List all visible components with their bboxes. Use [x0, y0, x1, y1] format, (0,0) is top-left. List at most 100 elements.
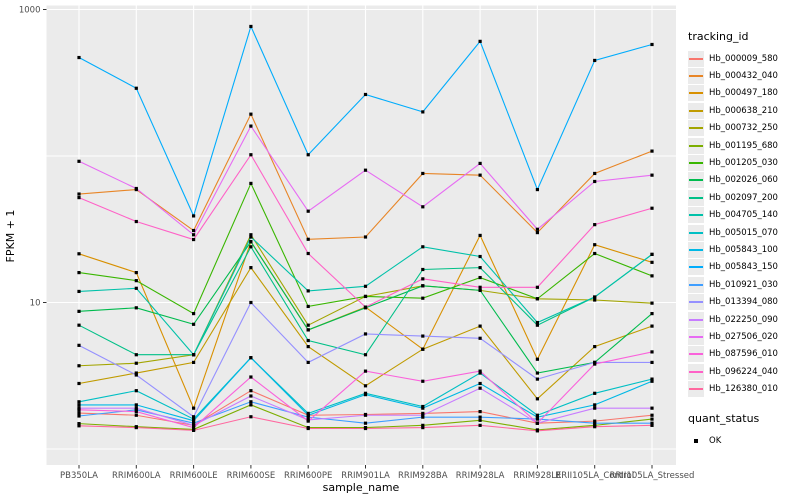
data-point: [249, 240, 253, 244]
data-point: [77, 364, 81, 368]
data-point: [650, 42, 654, 47]
data-point: [478, 275, 482, 280]
legend-item-Hb_005015_070: Hb_005015_070: [688, 224, 800, 241]
data-point: [249, 124, 253, 128]
data-point: [478, 371, 482, 375]
data-point: [134, 219, 138, 224]
data-point: [650, 274, 654, 278]
data-point: [535, 415, 539, 419]
quant-status-key: [688, 432, 704, 449]
legend-line-swatch: [689, 335, 703, 338]
data-point: [421, 423, 425, 427]
data-point: [306, 415, 310, 419]
legend-key-swatch: [688, 224, 704, 241]
data-point: [192, 417, 196, 421]
data-point: [192, 419, 196, 423]
legend-line-swatch: [689, 283, 703, 286]
data-point: [249, 153, 253, 157]
legend-line-swatch: [689, 318, 703, 321]
data-point: [249, 181, 253, 186]
x-tick-label: RRIM928BA: [398, 471, 448, 481]
legend: tracking_id Hb_000009_580 Hb_000432_040 Hb…: [688, 30, 800, 449]
data-point: [650, 301, 654, 305]
data-point: [134, 353, 138, 357]
axis-ticks: [43, 9, 653, 469]
legend-key-swatch: [688, 155, 704, 172]
data-point: [134, 286, 138, 290]
data-point: [306, 360, 310, 365]
data-point: [421, 425, 425, 430]
data-point: [363, 168, 368, 172]
data-point: [363, 421, 368, 425]
legend-item-label: Hb_027506_020: [709, 331, 778, 342]
legend-item-label: Hb_005015_070: [709, 227, 778, 238]
data-point: [363, 384, 368, 388]
legend-line-swatch: [689, 109, 703, 112]
data-point: [535, 187, 539, 192]
legend-key-swatch: [688, 259, 704, 276]
data-point: [535, 231, 539, 235]
data-point: [593, 171, 597, 176]
data-point: [535, 377, 539, 381]
legend-item-label: Hb_005843_150: [709, 262, 778, 273]
legend-line-swatch: [689, 196, 703, 199]
data-point: [363, 92, 368, 97]
legend-item-Hb_022250_090: Hb_022250_090: [688, 311, 800, 328]
legend-key-swatch: [688, 189, 704, 206]
data-point: [478, 161, 482, 166]
data-point: [593, 298, 597, 302]
legend-item-label: Hb_000638_210: [709, 105, 778, 116]
legend-line-swatch: [689, 57, 703, 60]
data-point: [478, 410, 482, 414]
data-point: [192, 322, 196, 326]
data-point: [192, 423, 196, 427]
data-point: [306, 426, 310, 431]
legend-item-label: Hb_005843_100: [709, 244, 778, 255]
legend-item-label: Hb_002026_060: [709, 175, 778, 186]
data-point: [478, 418, 482, 422]
data-point: [421, 245, 425, 249]
data-point: [306, 209, 310, 213]
x-axis-title: sample_name: [323, 481, 400, 494]
data-point: [192, 406, 196, 410]
data-point: [249, 415, 253, 419]
quant-status-legend-title: quant_status: [688, 411, 760, 425]
data-point: [77, 400, 81, 404]
x-tick-label: RRIM600LE: [170, 471, 218, 481]
data-point: [134, 413, 138, 417]
data-point: [77, 381, 81, 386]
data-point: [249, 233, 253, 237]
legend-key-swatch: [688, 276, 704, 293]
x-tick-label: RRIM600PE: [284, 471, 332, 481]
data-point: [593, 419, 597, 423]
axis-tick-labels: 10 1000 PB350LA RRIM600LA RRIM600LE RRIM600SE…: [19, 6, 695, 482]
quant-status-legend-items: OK: [688, 432, 800, 449]
data-point: [593, 58, 597, 63]
data-point: [650, 206, 654, 210]
legend-item-Hb_004705_140: Hb_004705_140: [688, 207, 800, 224]
legend-key-swatch: [688, 172, 704, 189]
legend-item-label: Hb_000009_580: [709, 53, 778, 64]
data-point: [478, 266, 482, 270]
data-point: [593, 360, 597, 365]
data-point: [421, 411, 425, 415]
legend-key-swatch: [688, 85, 704, 102]
data-point: [593, 345, 597, 349]
series-points: [77, 24, 654, 433]
data-point: [192, 428, 196, 432]
legend-line-swatch: [689, 266, 703, 269]
data-point: [249, 389, 253, 393]
data-point: [192, 233, 196, 237]
legend-item-label: Hb_010921_030: [709, 279, 778, 290]
data-point: [478, 324, 482, 328]
data-point: [650, 423, 654, 427]
data-point: [535, 417, 539, 421]
data-point: [650, 350, 654, 354]
data-point: [478, 386, 482, 390]
data-point: [77, 406, 81, 410]
legend-line-swatch: [689, 144, 703, 147]
y-tick-label: 10: [30, 299, 41, 309]
data-point: [478, 288, 482, 292]
legend-item-label: Hb_126380_010: [709, 384, 778, 395]
